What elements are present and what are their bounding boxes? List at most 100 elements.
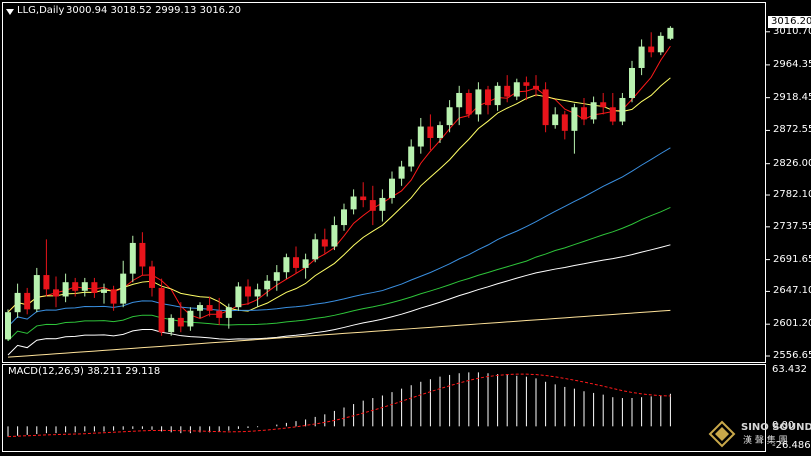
candle-body — [43, 275, 50, 290]
candle-body — [187, 310, 194, 327]
candle-body — [590, 102, 597, 120]
price-tick-label: 2918.45 — [773, 91, 811, 103]
ohlc-readout: 3000.94 3018.52 2999.13 3016.20 — [66, 5, 241, 16]
candle — [629, 60, 635, 103]
candle-body — [293, 257, 299, 268]
candle-body — [235, 286, 242, 308]
candle-body — [81, 282, 88, 291]
price-tick-label: 2601.20 — [773, 318, 811, 330]
candle — [293, 246, 299, 274]
candle — [475, 82, 482, 122]
candle — [398, 160, 405, 186]
candle — [187, 307, 194, 331]
candle-body — [465, 92, 472, 115]
candle-body — [62, 282, 69, 297]
candle — [283, 253, 290, 279]
ma-white-line — [7, 244, 671, 356]
candle — [523, 76, 530, 101]
candle-body — [101, 289, 107, 293]
candle — [657, 32, 664, 56]
macd-histogram — [7, 372, 671, 438]
candle-body — [667, 27, 674, 39]
candle — [571, 103, 578, 154]
candle — [427, 114, 434, 151]
price-tick-label: 2647.10 — [773, 285, 811, 297]
candle — [5, 309, 11, 341]
candle — [91, 277, 98, 298]
candle — [456, 85, 463, 126]
candle-body — [561, 114, 568, 131]
candle-body — [91, 282, 98, 293]
candle-body — [456, 92, 463, 108]
macd-axis-bottom: -26.486 — [772, 440, 811, 451]
candle-body — [302, 259, 309, 268]
candle — [235, 282, 242, 311]
candle-body — [331, 225, 338, 247]
candle-body — [369, 200, 376, 211]
candle-body — [485, 89, 491, 106]
price-tick-label: 2964.35 — [773, 58, 811, 70]
candle — [590, 96, 597, 124]
candle-body — [609, 107, 616, 122]
logo-diamond-icon — [708, 420, 736, 448]
candle — [216, 297, 223, 326]
candle-body — [446, 107, 453, 126]
candle — [24, 287, 31, 315]
candle — [648, 32, 655, 58]
candle-body — [389, 178, 395, 198]
candle-body — [225, 307, 232, 318]
candle-body — [216, 310, 223, 318]
candle — [81, 277, 88, 297]
candle — [667, 26, 674, 41]
candle — [139, 232, 146, 276]
candle-body — [542, 89, 549, 126]
candle-body — [53, 289, 59, 297]
candle — [446, 100, 453, 133]
candle — [302, 253, 309, 279]
candle — [43, 239, 50, 297]
candle — [62, 273, 69, 303]
candle — [110, 285, 117, 311]
candle-body — [273, 272, 280, 281]
candle-body — [533, 85, 539, 90]
candle — [129, 235, 136, 283]
candle — [120, 260, 127, 308]
candle — [379, 189, 386, 222]
price-axis-ticks — [766, 31, 770, 357]
candle — [197, 302, 203, 318]
candle-body — [417, 126, 424, 147]
moving-averages — [7, 45, 671, 358]
logo-brand-en: SINO SOUND — [741, 422, 811, 433]
symbol-label: LLG,Daily — [17, 5, 65, 16]
candle — [600, 92, 607, 115]
candle — [485, 85, 491, 115]
candle — [331, 216, 338, 251]
menu-dropdown-icon[interactable] — [6, 9, 14, 15]
ma10-line — [7, 77, 671, 313]
candle-body — [379, 197, 386, 211]
candle — [321, 228, 328, 254]
price-tick-label: 2782.10 — [773, 189, 811, 200]
candle — [638, 39, 645, 76]
candle-body — [158, 287, 165, 333]
candle — [312, 233, 319, 263]
candle — [533, 75, 539, 97]
candle-body — [264, 280, 271, 290]
candle-body — [312, 239, 319, 260]
candle — [494, 82, 501, 111]
candle-body — [427, 126, 434, 138]
candle — [408, 139, 415, 172]
candle — [369, 185, 376, 226]
candle — [273, 265, 280, 291]
candle-body — [523, 82, 530, 86]
chart-frame — [2, 2, 766, 452]
candle — [609, 92, 616, 126]
candle-body — [629, 67, 635, 98]
candle-body — [5, 312, 11, 340]
candle — [619, 92, 626, 126]
price-tick-label: 2691.65 — [773, 253, 811, 265]
candle — [14, 283, 21, 318]
candle — [225, 303, 232, 329]
candle — [101, 283, 107, 304]
